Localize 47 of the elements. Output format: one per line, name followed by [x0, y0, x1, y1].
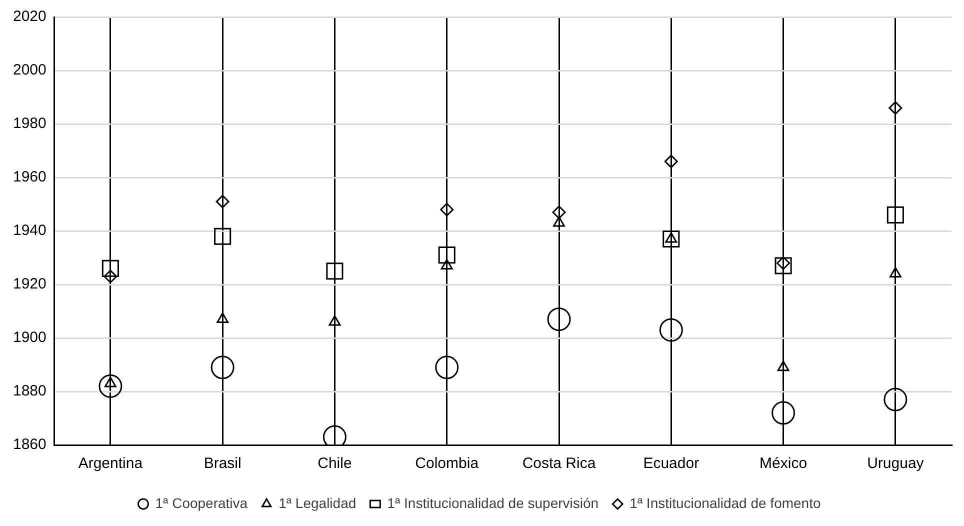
- point: [440, 259, 453, 270]
- y-tick-label: 1880: [12, 382, 46, 400]
- point: [553, 216, 565, 227]
- point: [104, 270, 118, 284]
- legend-label: 1ª Legalidad: [278, 494, 356, 511]
- point: [210, 356, 234, 380]
- legend-label: 1ª Institucionalidad de fomento: [630, 494, 821, 511]
- x-tick-label: México: [760, 455, 808, 472]
- point: [102, 260, 119, 277]
- y-tick-label: 2020: [12, 8, 46, 26]
- point: [552, 206, 566, 220]
- point: [438, 246, 456, 264]
- point: [777, 360, 790, 372]
- point: [214, 228, 232, 245]
- point: [326, 262, 344, 280]
- point: [774, 257, 792, 274]
- y-tick-label: 1980: [12, 115, 46, 132]
- point: [662, 230, 680, 248]
- x-tick-label: Costa Rica: [522, 455, 596, 472]
- point: [888, 101, 902, 115]
- x-tick-label: Argentina: [78, 455, 144, 472]
- point: [889, 267, 902, 278]
- point: [98, 374, 122, 398]
- point: [440, 202, 454, 216]
- y-tick-label: 2000: [12, 62, 46, 79]
- y-tick-label: 1920: [12, 276, 46, 293]
- x-tick-label: Ecuador: [643, 455, 700, 472]
- y-tick-label: 1900: [12, 329, 46, 346]
- point: [216, 312, 229, 324]
- point: [216, 194, 230, 208]
- y-tick-label: 1860: [12, 436, 46, 454]
- x-tick-label: Brasil: [204, 455, 242, 472]
- point: [772, 401, 796, 425]
- point: [328, 315, 341, 326]
- point: [664, 154, 678, 168]
- point: [547, 308, 571, 332]
- point: [886, 206, 904, 224]
- x-tick-label: Colombia: [415, 455, 480, 472]
- point: [659, 318, 683, 342]
- point: [435, 356, 459, 380]
- y-tick-label: 1940: [12, 222, 46, 240]
- point: [884, 388, 908, 412]
- legend-label: 1ª Institucionalidad de supervisión: [387, 494, 599, 511]
- legend-label: 1ª Cooperativa: [155, 494, 248, 511]
- x-tick-label: Uruguay: [867, 455, 924, 472]
- x-tick-label: Chile: [318, 455, 352, 472]
- y-tick-label: 1960: [12, 168, 46, 186]
